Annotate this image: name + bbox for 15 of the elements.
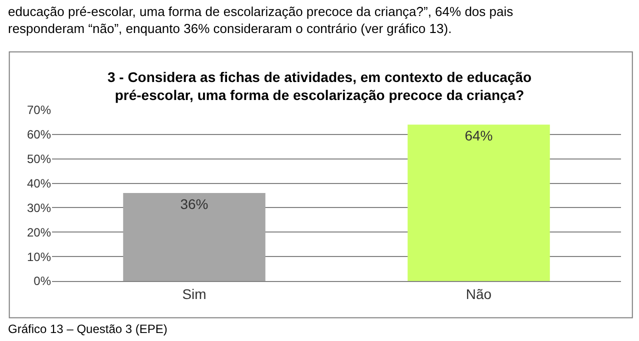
x-tick-label: Sim	[182, 286, 206, 302]
x-tick-label: Não	[466, 286, 492, 302]
y-tick-label: 30%	[26, 200, 52, 215]
y-tick-label: 70%	[26, 103, 52, 118]
chart-title: 3 - Considera as fichas de atividades, em contexto de educação pré-escolar, uma forma de escolarização precoce da criança?	[107, 68, 532, 104]
y-tick-label: 20%	[26, 225, 52, 240]
y-tick-label: 0%	[34, 274, 52, 288]
y-tick-label: 50%	[26, 152, 52, 166]
y-tick-label: 10%	[26, 250, 52, 264]
y-tick-label: 60%	[26, 128, 52, 142]
text: Gráfico 13 – Questão 3 (EPE)	[8, 322, 168, 336]
text: educação pré-escolar, uma forma de escolarização precoce da criança?”, 64% dos pais responderam “não”, enquanto 36% consideraram o contrário (ver gráfico 13).	[8, 4, 514, 36]
data-label: 36%	[180, 196, 208, 212]
y-tick-label: 40%	[26, 176, 52, 190]
data-label: 64%	[464, 128, 493, 144]
